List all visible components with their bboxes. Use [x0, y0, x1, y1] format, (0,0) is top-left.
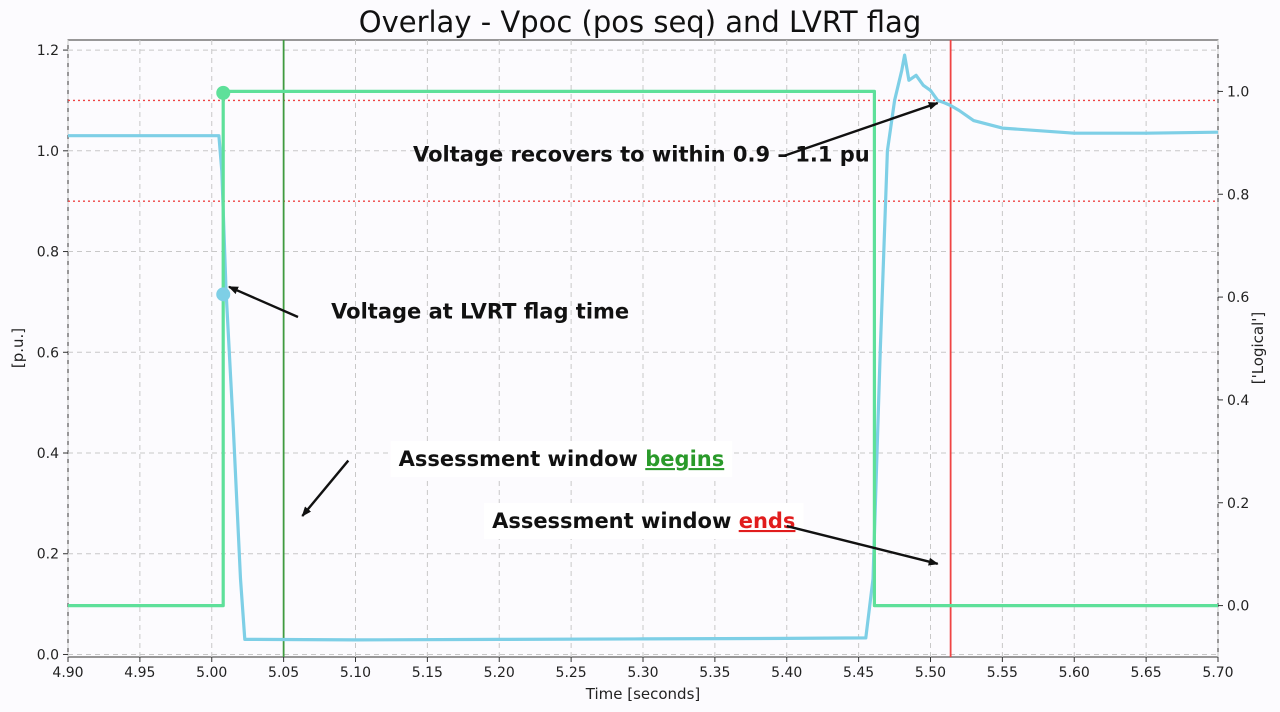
markers-layer: [216, 85, 231, 302]
annotations-layer: Voltage recovers to within 0.9 – 1.1 pu V…: [228, 101, 939, 566]
x-tick-label: 5.60: [1059, 665, 1090, 681]
y2-tick-label: 0.2: [1227, 496, 1249, 512]
y-tick-label: 0.2: [37, 547, 59, 563]
y-tick-label: 0.6: [37, 345, 59, 361]
axes: 4.90 4.95 5.00 5.05 5.10 5.15 5.20 5.25 5.30 5.35…: [37, 43, 1250, 681]
data-point-marker: [216, 85, 231, 100]
x-tick-label: 5.25: [556, 665, 587, 681]
annotation-box: [484, 503, 804, 540]
reference-lines: [68, 40, 1218, 657]
x-tick-label: 5.15: [412, 665, 443, 681]
y2-tick-label: 0.6: [1227, 290, 1249, 306]
y2-tick-label: 1.0: [1227, 84, 1249, 100]
x-tick-label: 5.50: [915, 665, 946, 681]
x-tick-label: 5.65: [1131, 665, 1162, 681]
annotation-arrow: [783, 101, 939, 157]
data-point-marker: [216, 287, 231, 302]
x-tick-label: 4.95: [124, 665, 155, 681]
annotation-text: Voltage at LVRT flag time: [331, 299, 629, 323]
x-tick-label: 5.35: [699, 665, 730, 681]
x-tick-label: 5.00: [196, 665, 227, 681]
x-tick-label: 5.45: [843, 665, 874, 681]
x-tick-label: 5.20: [484, 665, 515, 681]
x-tick-label: 4.90: [52, 665, 83, 681]
annotation-arrow: [786, 524, 939, 566]
series-layer: [68, 53, 1219, 642]
annotation-highlight: ends: [739, 509, 796, 533]
y-tick-label: 0.4: [37, 446, 59, 462]
x-tick-label: 5.30: [627, 665, 658, 681]
voltage-series-line: [68, 53, 1219, 642]
annotation-label: Assessment window: [492, 509, 739, 533]
x-tick-label: 5.55: [987, 665, 1018, 681]
y2-tick-label: 0.0: [1227, 599, 1249, 615]
annotation-arrow: [228, 285, 299, 319]
annotation-text: Assessment window ends: [492, 509, 795, 533]
y2-axis-title: ['Logical']: [1249, 312, 1267, 385]
x-tick-label: 5.40: [771, 665, 802, 681]
y-axis-title: [p.u.]: [9, 328, 27, 368]
chart-title: Overlay - Vpoc (pos seq) and LVRT flag: [359, 5, 921, 39]
y-tick-label: 0.0: [37, 647, 59, 663]
annotation-text: Assessment window begins: [399, 447, 725, 471]
y-tick-label: 1.2: [37, 43, 59, 59]
y2-tick-label: 0.8: [1227, 187, 1249, 203]
annotation-highlight: begins: [645, 447, 724, 471]
annotation-box: [390, 441, 733, 478]
annotation-text: Voltage recovers to within 0.9 – 1.1 pu: [413, 142, 870, 166]
annotation-arrow: [301, 459, 350, 517]
x-tick-label: 5.10: [340, 665, 371, 681]
x-tick-label: 5.70: [1202, 665, 1233, 681]
y-tick-label: 0.8: [37, 245, 59, 261]
y-tick-label: 1.0: [37, 144, 59, 160]
x-tick-label: 5.05: [268, 665, 299, 681]
lvrt-flag-series-line: [68, 89, 1218, 608]
y2-tick-label: 0.4: [1227, 393, 1249, 409]
annotation-label: Assessment window: [399, 447, 646, 471]
x-axis-title: Time [seconds]: [585, 685, 701, 703]
